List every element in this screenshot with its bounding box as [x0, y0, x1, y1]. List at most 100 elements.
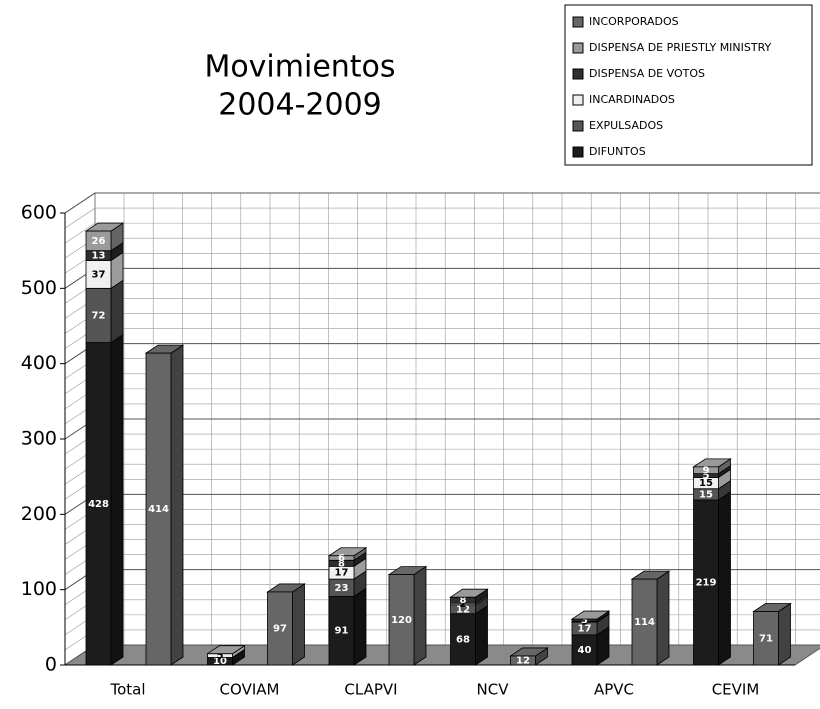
value-label: 17 — [335, 568, 349, 579]
value-label: 428 — [88, 499, 109, 510]
x-tick-label: COVIAM — [220, 681, 280, 699]
y-tick-label: 300 — [21, 428, 57, 450]
value-label: 17 — [578, 623, 592, 634]
legend-label: EXPULSADOS — [589, 119, 663, 132]
bar-side-dark — [718, 492, 731, 665]
y-tick-label: 0 — [45, 654, 57, 676]
value-label: 91 — [335, 626, 349, 637]
bar-side-dark — [414, 566, 426, 665]
bar — [267, 591, 293, 666]
bar — [631, 578, 658, 666]
value-label: 9 — [703, 465, 710, 476]
legend-swatch — [572, 68, 584, 80]
bar-side-dark — [475, 589, 488, 604]
bar-side-dark — [111, 334, 123, 665]
x-tick-label: NCV — [477, 681, 510, 699]
x-tick-label: CLAPVI — [344, 681, 397, 699]
value-label: 8 — [460, 595, 467, 606]
value-label: 40 — [578, 645, 592, 656]
bar — [753, 611, 779, 666]
bar-side-dark — [354, 558, 366, 580]
bar-side-dark — [232, 645, 245, 658]
minor-grid-line — [64, 222, 820, 244]
bar — [85, 287, 112, 343]
value-label: 12 — [456, 604, 470, 615]
bar-side-dark — [597, 626, 609, 665]
bar — [328, 555, 355, 561]
bar — [510, 655, 536, 666]
y-tick-label: 500 — [21, 277, 57, 299]
bar-side-dark — [354, 547, 366, 561]
bar — [388, 574, 415, 666]
bar-side-dark — [657, 571, 669, 665]
x-tick-label: CEVIM — [712, 681, 760, 699]
legend-label: DIFUNTOS — [589, 145, 646, 158]
value-label: 97 — [273, 623, 287, 634]
value-label: 12 — [516, 655, 530, 666]
bar-side-dark — [718, 458, 731, 474]
grid-line — [64, 192, 820, 214]
value-label: 37 — [92, 269, 106, 280]
bar-side-dark — [597, 611, 609, 622]
chart-title: Movimientos — [204, 50, 395, 85]
legend-swatch — [572, 146, 584, 158]
bar — [85, 260, 112, 289]
value-label: 68 — [456, 634, 470, 645]
value-label: 13 — [92, 251, 106, 262]
legend-label: DISPENSA DE PRIESTLY MINISTRY — [589, 41, 772, 54]
bar-side-dark — [535, 647, 548, 665]
legend-swatch — [572, 120, 584, 132]
bar-side-dark — [475, 596, 488, 614]
legend-box — [564, 4, 813, 166]
value-label: 10 — [213, 656, 227, 667]
bar-top — [206, 645, 246, 655]
legend-swatch — [572, 94, 584, 106]
bar-side-dark — [111, 242, 123, 261]
bar-side-dark — [475, 605, 488, 665]
value-label: 120 — [391, 615, 412, 626]
bar-top — [570, 610, 611, 620]
value-label: 2 — [460, 599, 467, 610]
bar-side-dark — [292, 583, 305, 665]
bar-side-dark — [354, 588, 366, 665]
bar-top — [449, 588, 489, 598]
chart-subtitle: 2004-2009 — [218, 88, 382, 123]
y-tick-label: 100 — [21, 578, 57, 600]
legend-label: INCORPORADOS — [589, 15, 679, 28]
bar-side-dark — [597, 614, 609, 635]
bar-side-dark — [718, 480, 731, 501]
value-label: 219 — [696, 578, 717, 589]
x-tick-label: APVC — [594, 681, 634, 699]
x-tick-label: Total — [109, 681, 145, 699]
value-label: 414 — [148, 504, 169, 515]
legend-swatch — [572, 16, 584, 28]
value-label: 71 — [759, 633, 773, 644]
bar — [693, 499, 719, 666]
legend-swatch — [572, 42, 584, 54]
y-tick-label: 600 — [21, 202, 57, 224]
value-label: 5 — [217, 651, 224, 662]
bar — [85, 230, 112, 252]
value-label: 114 — [634, 617, 655, 628]
legend-label: INCARDINADOS — [589, 93, 675, 106]
value-label: 3 — [581, 615, 588, 626]
y-tick-label: 400 — [21, 352, 57, 374]
bar — [571, 634, 598, 666]
bar-side-dark — [111, 252, 123, 289]
bar — [693, 466, 719, 475]
value-label: 1 — [581, 617, 588, 628]
value-label: 15 — [699, 489, 713, 500]
bar-side-dark — [232, 649, 245, 665]
bar-side-dark — [171, 345, 183, 665]
y-tick-label: 200 — [21, 503, 57, 525]
bar-side-dark — [778, 603, 791, 665]
value-label: 23 — [335, 583, 349, 594]
bar — [85, 342, 112, 666]
bar-side-dark — [354, 552, 366, 567]
value-label: 26 — [92, 236, 106, 247]
minor-grid-line — [64, 207, 820, 229]
value-label: 15 — [699, 478, 713, 489]
value-label: 72 — [92, 310, 106, 321]
value-label: 8 — [338, 558, 345, 569]
